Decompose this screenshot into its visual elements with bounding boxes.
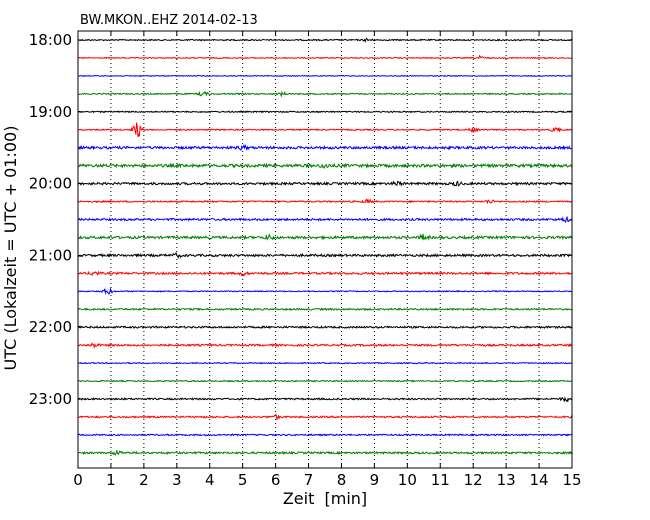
trace-2045 <box>77 233 573 241</box>
trace-1900 <box>77 110 573 114</box>
x-tick-label: 15 <box>562 471 581 489</box>
trace-2230 <box>77 361 573 365</box>
trace-2100 <box>77 251 573 260</box>
x-tick-label: 12 <box>464 471 483 489</box>
trace-2245 <box>77 379 573 383</box>
x-tick-label: 2 <box>139 471 149 489</box>
y-tick-label: 19:00 <box>29 103 72 121</box>
x-tick-label: 14 <box>530 471 549 489</box>
trace-2200 <box>77 325 573 330</box>
trace-2000 <box>77 180 573 187</box>
trace-1930 <box>77 144 573 151</box>
trace-2330 <box>77 433 573 437</box>
y-tick-label: 20:00 <box>29 175 72 193</box>
x-tick-label: 1 <box>106 471 116 489</box>
trace-2300 <box>77 396 573 403</box>
trace-2145 <box>78 307 573 312</box>
traces-group <box>77 37 573 456</box>
trace-2130 <box>77 287 573 296</box>
x-tick-label: 11 <box>431 471 450 489</box>
trace-1830 <box>77 74 573 77</box>
x-tick-label: 10 <box>398 471 417 489</box>
x-tick-label: 5 <box>238 471 248 489</box>
y-axis-ticks: 18:00 19:00 20:00 21:00 22:00 23:00 <box>29 31 572 408</box>
y-tick-label: 18:00 <box>29 31 72 49</box>
y-tick-label: 21:00 <box>29 246 72 264</box>
x-tick-label: 8 <box>337 471 347 489</box>
grid-lines <box>110 31 540 468</box>
trace-1800 <box>77 37 573 44</box>
x-tick-label: 3 <box>172 471 182 489</box>
trace-1845 <box>77 90 573 98</box>
trace-1945 <box>77 162 573 170</box>
trace-1915 <box>77 122 573 138</box>
trace-2115 <box>77 270 573 277</box>
x-tick-label: 13 <box>497 471 516 489</box>
chart-title: BW.MKON..EHZ 2014-02-13 <box>80 13 258 28</box>
x-tick-label: 7 <box>304 471 314 489</box>
x-tick-label: 6 <box>271 471 281 489</box>
x-tick-label: 9 <box>370 471 380 489</box>
y-axis-label: UTC (Lokalzeit = UTC + 01:00) <box>1 126 20 371</box>
x-axis-label: Zeit [min] <box>283 489 367 508</box>
x-axis-ticks: 0 1 2 3 4 5 6 7 8 9 10 11 12 13 14 15 <box>73 31 582 489</box>
plot-frame <box>77 30 573 469</box>
trace-2215 <box>77 342 573 350</box>
x-tick-label: 0 <box>73 471 83 489</box>
x-tick-label: 4 <box>205 471 215 489</box>
y-tick-label: 23:00 <box>29 390 72 408</box>
trace-2030 <box>77 215 573 224</box>
trace-1815 <box>77 54 573 60</box>
trace-2345 <box>77 450 573 456</box>
y-tick-label: 22:00 <box>29 318 72 336</box>
trace-2315 <box>77 413 573 421</box>
trace-2015 <box>77 198 573 205</box>
